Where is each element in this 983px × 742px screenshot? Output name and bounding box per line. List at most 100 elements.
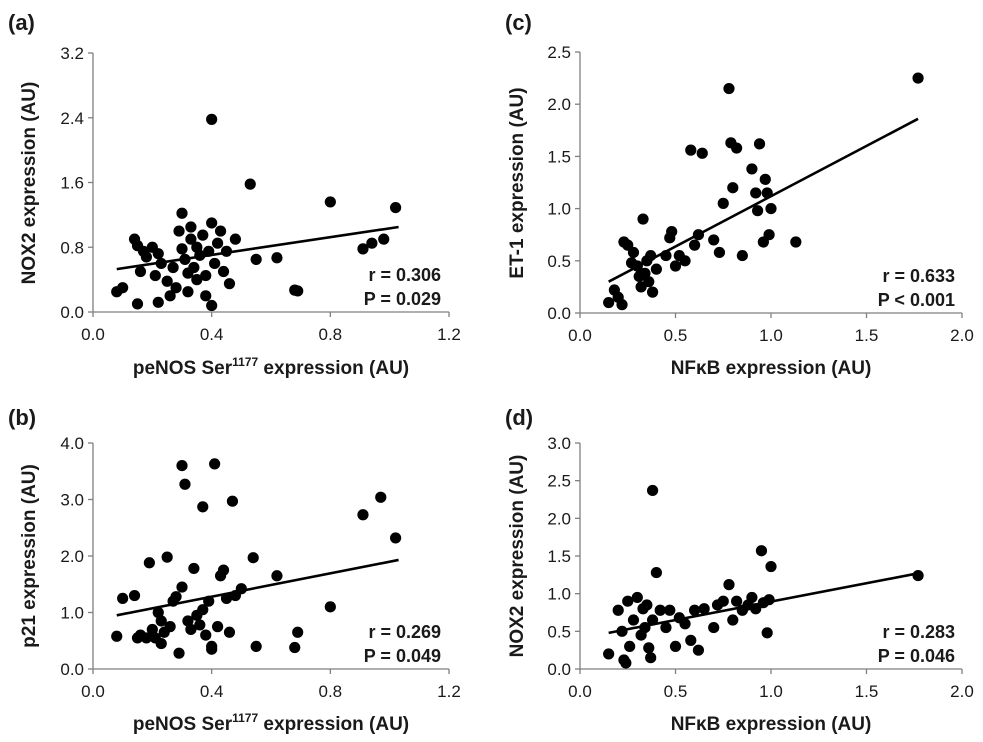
data-point [717,595,729,607]
data-point [692,229,705,241]
data-point [149,269,161,282]
x-axis-title-rest: expression (AU) [258,358,409,379]
data-point [200,290,212,302]
data-point [912,72,924,84]
x-axis-title-superscript: 1177 [232,711,258,725]
data-point [390,201,402,214]
data-point [727,182,739,194]
data-point [212,237,224,249]
data-point [357,509,369,521]
data-point [176,460,188,472]
scatter-panel: (b) 0.0 1.0 2.0 3.0 4.0 0.0 0.4 0.8 1.2 p21 expres… [8,405,461,735]
correlation-r: r = 0.269 [368,622,441,642]
scatter-panel: (c) 0.0 0.5 1.0 1.5 2.0 2.5 0.0 0.5 1.0 1.5 2.0 ET-1… [505,10,974,379]
y-tick-label: 4.0 [60,434,84,453]
data-point [753,138,766,150]
data-point [203,245,215,257]
data-point [164,290,176,302]
data-point [179,253,191,265]
data-point [188,562,200,575]
data-point [220,592,233,604]
data-point [631,591,643,604]
data-point [155,637,167,650]
data-point [143,557,155,569]
data-point [289,641,301,654]
data-point [736,249,748,262]
y-tick-label: 0.5 [547,252,571,271]
y-tick-label: 1.5 [547,547,571,566]
data-point [176,243,188,255]
data-point [639,621,651,634]
data-point [161,551,173,563]
data-point [292,626,304,638]
x-tick-label: 0.5 [664,326,688,345]
y-tick-label: 0.0 [547,304,571,323]
data-point [616,625,628,637]
data-point [643,276,655,288]
data-point [197,501,209,513]
data-point [759,173,771,185]
data-point [746,163,758,175]
data-point [357,243,369,255]
data-point [209,458,221,470]
data-point [750,603,762,615]
p-value: P = 0.046 [878,646,955,666]
data-point [146,623,158,636]
data-point [197,604,209,616]
data-point [194,619,206,631]
data-point [750,187,762,199]
data-point [390,532,402,544]
x-tick-label: 1.0 [759,326,783,345]
data-point [173,225,185,237]
correlation-r: r = 0.306 [368,265,441,285]
data-point [765,560,777,573]
data-point [692,644,705,656]
data-point [645,249,657,262]
panel-label: (a) [8,10,35,35]
x-tick-label: 0.0 [81,325,105,344]
y-tick-label: 2.0 [60,547,84,566]
data-point [708,234,720,246]
data-point [176,207,188,219]
x-tick-label: 0.4 [200,325,224,344]
x-tick-label: 2.0 [950,682,974,701]
data-point [128,589,141,602]
y-tick-label: 0.8 [60,238,84,257]
y-tick-label: 1.0 [60,604,84,623]
data-point [197,229,209,241]
y-tick-label: 1.6 [60,174,84,193]
data-point [643,642,655,654]
data-point [763,229,775,241]
data-point [170,591,182,603]
data-point [200,629,212,641]
data-point [612,604,624,616]
x-tick-label: 1.5 [855,682,879,701]
data-point [185,623,197,636]
y-tick-label: 1.0 [547,200,571,219]
y-axis-title: NOX2 expression (AU) [507,455,528,658]
y-tick-label: 3.2 [60,44,84,63]
y-tick-label: 3.0 [60,491,84,510]
data-point [717,197,729,209]
data-point [698,603,710,615]
data-point [206,643,218,655]
data-point [200,269,212,282]
data-point [170,282,182,294]
data-point [679,618,691,630]
data-point [194,249,206,261]
data-point [324,196,336,208]
p-value: P = 0.049 [364,646,441,666]
x-tick-label: 2.0 [950,326,974,345]
y-tick-label: 1.5 [547,147,571,166]
data-point [188,261,200,274]
data-point [212,621,224,633]
data-point [244,178,256,190]
data-point [650,566,663,579]
data-point [209,257,221,270]
x-tick-label: 1.2 [437,325,461,344]
trend-line [116,558,399,617]
y-axis-title: ET-1 expression (AU) [507,87,528,278]
data-point [229,233,241,245]
y-tick-label: 0.0 [60,660,84,679]
